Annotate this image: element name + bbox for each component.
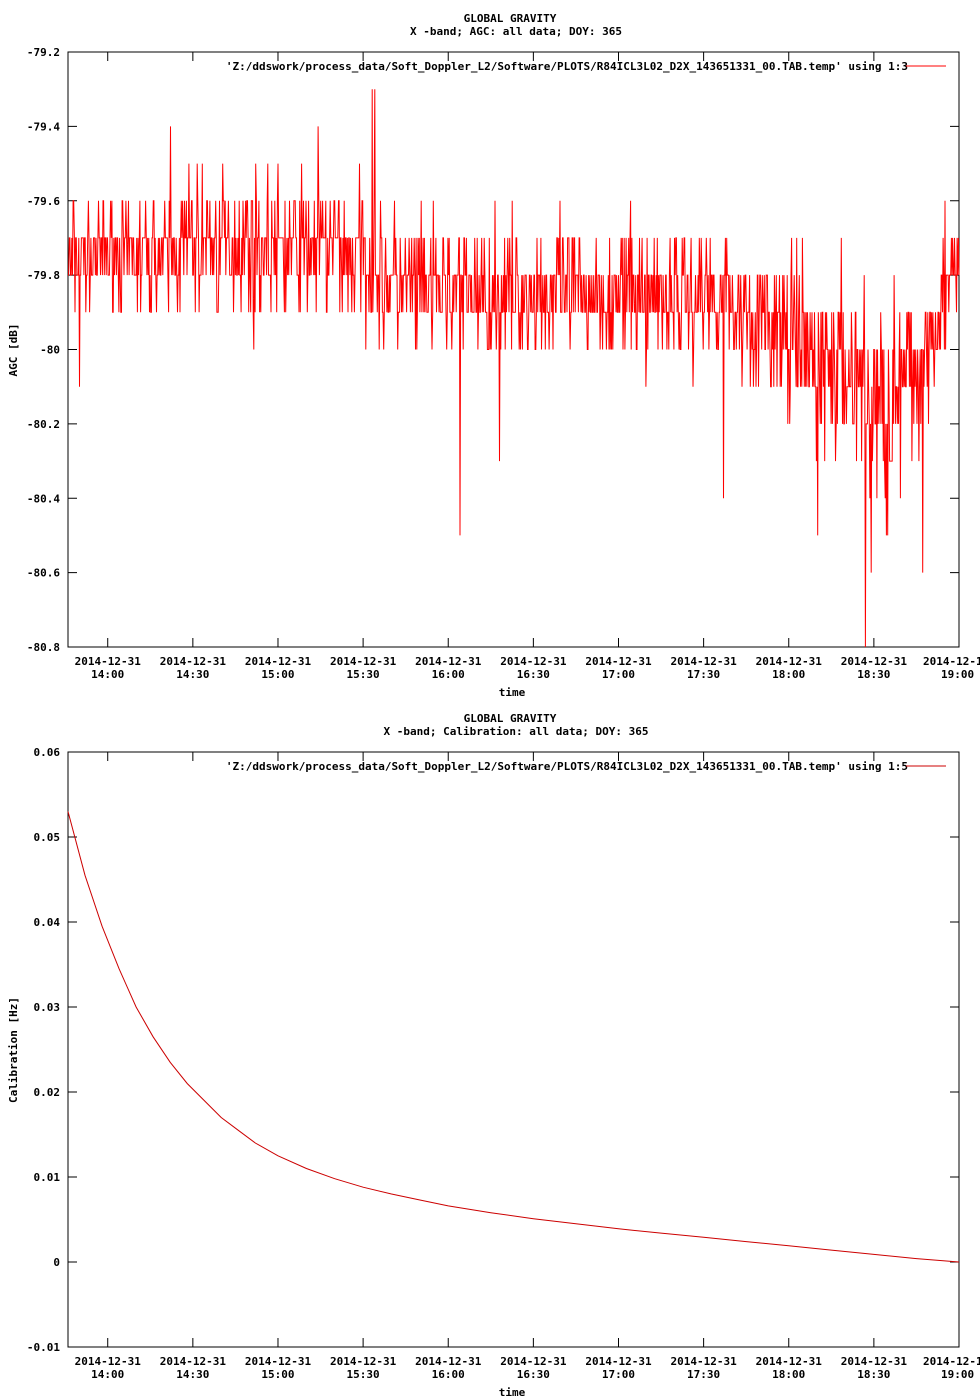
x-tick-date-label: 2014-12-31: [500, 1355, 567, 1368]
x-tick-time-label: 18:30: [857, 1368, 890, 1381]
agc-chart-title: GLOBAL GRAVITY: [464, 12, 557, 25]
agc-y-ticks: -79.2 -79.4 -79.6 -79.8 -80 -80.2 -80.4 -80.6 -8…: [27, 46, 959, 654]
y-tick-label: -80.8: [27, 641, 60, 654]
x-tick-time-label: 18:00: [772, 1368, 805, 1381]
calibration-y-axis-label: Calibration [Hz]: [7, 997, 20, 1103]
x-tick-time-label: 16:00: [432, 1368, 465, 1381]
y-tick-label: 0.04: [34, 916, 61, 929]
y-tick-label: -0.01: [27, 1341, 60, 1354]
agc-x-ticks: 2014-12-3114:002014-12-3114:302014-12-31…: [75, 52, 980, 681]
series-line: [68, 89, 960, 648]
agc-chart-subtitle: X -band; AGC: all data; DOY: 365: [410, 25, 622, 38]
x-tick-time-label: 17:00: [602, 1368, 635, 1381]
series-line: [67, 811, 960, 1263]
y-tick-label: -79.2: [27, 46, 60, 59]
y-tick-label: -80.6: [27, 567, 60, 580]
x-tick-date-label: 2014-12-31: [585, 1355, 652, 1368]
x-tick-date-label: 2014-12-31: [415, 655, 482, 668]
calibration-series: [67, 811, 960, 1263]
x-tick-date-label: 2014-12-31: [75, 655, 142, 668]
x-tick-date-label: 2014-12-31: [841, 1355, 908, 1368]
y-tick-label: 0.02: [34, 1086, 61, 1099]
x-tick-date-label: 2014-12-31: [160, 1355, 227, 1368]
x-tick-time-label: 17:30: [687, 1368, 720, 1381]
y-tick-label: -80.2: [27, 418, 60, 431]
x-tick-date-label: 2014-12-31: [330, 1355, 397, 1368]
x-tick-time-label: 16:30: [517, 668, 550, 681]
x-tick-time-label: 16:30: [517, 1368, 550, 1381]
x-tick-time-label: 19:00: [941, 668, 974, 681]
x-tick-date-label: 2014-12-31: [245, 1355, 312, 1368]
x-tick-time-label: 15:00: [261, 1368, 294, 1381]
agc-y-axis-label: AGC [dB]: [7, 324, 20, 377]
y-tick-label: 0.03: [34, 1001, 61, 1014]
x-tick-date-label: 2014-12-31: [671, 655, 738, 668]
calibration-plot-frame: [67, 751, 960, 1348]
x-tick-date-label: 2014-12-31: [245, 655, 312, 668]
x-tick-date-label: 2014-12-31: [756, 655, 823, 668]
x-tick-time-label: 15:00: [261, 668, 294, 681]
x-tick-time-label: 18:00: [772, 668, 805, 681]
y-tick-label: 0.05: [34, 831, 61, 844]
y-tick-label: -79.4: [27, 120, 60, 133]
y-tick-label: -79.6: [27, 195, 60, 208]
agc-chart: GLOBAL GRAVITY X -band; AGC: all data; D…: [7, 12, 980, 699]
calibration-legend-label: 'Z:/ddswork/process_data/Soft_Doppler_L2…: [226, 760, 908, 773]
y-tick-label: -79.8: [27, 269, 60, 282]
y-tick-label: -80.4: [27, 492, 60, 505]
x-tick-date-label: 2014-12-31: [330, 655, 397, 668]
x-tick-date-label: 2014-12-31: [671, 1355, 738, 1368]
calibration-x-axis-label: time: [499, 1386, 526, 1399]
y-tick-label: 0.06: [34, 746, 61, 759]
x-tick-time-label: 18:30: [857, 668, 890, 681]
x-tick-date-label: 2014-12-31: [75, 1355, 142, 1368]
y-tick-label: 0: [53, 1256, 60, 1269]
x-tick-time-label: 14:00: [91, 668, 124, 681]
x-tick-time-label: 17:30: [687, 668, 720, 681]
x-tick-time-label: 15:30: [347, 668, 380, 681]
x-tick-date-label: 2014-12-31: [500, 655, 567, 668]
agc-series: [68, 89, 960, 648]
calibration-chart: GLOBAL GRAVITY X -band; Calibration: all…: [7, 712, 980, 1399]
x-tick-date-label: 2014-12-12: [923, 1355, 980, 1368]
x-tick-date-label: 2014-12-31: [841, 655, 908, 668]
x-tick-date-label: 2014-12-31: [160, 655, 227, 668]
x-tick-date-label: 2014-12-12: [923, 655, 980, 668]
x-tick-date-label: 2014-12-31: [756, 1355, 823, 1368]
x-tick-time-label: 14:00: [91, 1368, 124, 1381]
agc-legend-label: 'Z:/ddswork/process_data/Soft_Doppler_L2…: [226, 60, 908, 73]
y-tick-label: 0.01: [34, 1171, 61, 1184]
x-tick-date-label: 2014-12-31: [415, 1355, 482, 1368]
x-tick-time-label: 17:00: [602, 668, 635, 681]
calibration-chart-subtitle: X -band; Calibration: all data; DOY: 365: [384, 725, 649, 738]
y-tick-label: -80: [40, 344, 60, 357]
x-tick-time-label: 14:30: [176, 1368, 209, 1381]
calibration-x-ticks: 2014-12-3114:002014-12-3114:302014-12-31…: [75, 752, 980, 1381]
x-tick-time-label: 19:00: [941, 1368, 974, 1381]
x-tick-time-label: 15:30: [347, 1368, 380, 1381]
agc-x-axis-label: time: [499, 686, 526, 699]
x-tick-time-label: 14:30: [176, 668, 209, 681]
x-tick-date-label: 2014-12-31: [585, 655, 652, 668]
x-tick-time-label: 16:00: [432, 668, 465, 681]
calibration-chart-title: GLOBAL GRAVITY: [464, 712, 557, 725]
